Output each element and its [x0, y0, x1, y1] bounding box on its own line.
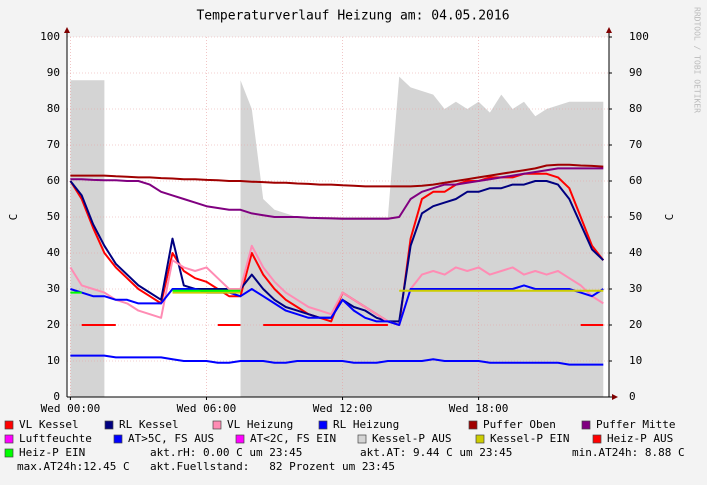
legend-label: AT>5C, FS AUS [128, 432, 214, 445]
y2-tick-label: 60 [629, 174, 642, 187]
line [70, 163, 604, 188]
legend-swatch [357, 434, 367, 444]
line [69, 244, 604, 326]
legend-swatch [235, 434, 245, 444]
plot [67, 36, 609, 398]
y-tick-label: 90 [47, 66, 60, 79]
y-tick-label: 10 [47, 354, 60, 367]
y2-tick-label: 20 [629, 318, 642, 331]
x-tick-label: Wed 00:00 [41, 402, 101, 415]
y-tick-label: 70 [47, 138, 60, 151]
legend-swatch [581, 420, 591, 430]
chart-title: Temperaturverlauf Heizung am: 04.05.2016 [196, 9, 509, 24]
y-tick-label: 40 [47, 246, 60, 259]
legend-swatch [475, 434, 485, 444]
footer-text: akt.Fuellstand: 82 Prozent um 23:45 [150, 460, 395, 473]
legend-label: AT<2C, FS EIN [250, 432, 336, 445]
legend-label: Kessel-P AUS [372, 432, 451, 445]
legend-swatch [318, 420, 328, 430]
footer-text: akt.AT: 9.44 C um 23:45 [360, 446, 512, 459]
y2-tick-label: 50 [629, 210, 642, 223]
legend-label: Puffer Mitte [596, 418, 675, 431]
footer-text: min.AT24h: 8.88 C [572, 446, 685, 459]
legend-label: Kessel-P EIN [490, 432, 569, 445]
legend-swatch [4, 448, 14, 458]
y-tick-label: 100 [40, 30, 60, 43]
legend-swatch [4, 434, 14, 444]
legend-swatch [4, 420, 14, 430]
y2-tick-label: 10 [629, 354, 642, 367]
y2-tick-label: 90 [629, 66, 642, 79]
y-tick-label: 20 [47, 318, 60, 331]
area [70, 76, 604, 397]
legend-swatch [113, 434, 123, 444]
y2-tick-label: 70 [629, 138, 642, 151]
y-tick-label: 30 [47, 282, 60, 295]
y-tick-label: 60 [47, 174, 60, 187]
y-tick-label: 0 [53, 390, 60, 403]
y2-tick-label: 30 [629, 282, 642, 295]
line [70, 167, 604, 220]
y2-tick-label: 80 [629, 102, 642, 115]
x-tick-label: Wed 12:00 [313, 402, 373, 415]
line [70, 289, 241, 294]
line [172, 289, 604, 294]
legend-label: Puffer Oben [483, 418, 556, 431]
axis-arrow [64, 27, 70, 33]
y-axis-label: C [7, 214, 20, 221]
legend-swatch [468, 420, 478, 430]
x-tick-label: Wed 06:00 [177, 402, 237, 415]
legend-label: Heiz-P AUS [607, 432, 673, 445]
footer-text: akt.rH: 0.00 C um 23:45 [150, 446, 302, 459]
x-tick-label: Wed 18:00 [449, 402, 509, 415]
footer-text: max.AT24h:12.45 C [17, 460, 130, 473]
y2-tick-label: 40 [629, 246, 642, 259]
legend-swatch [104, 420, 114, 430]
watermark: RRDTOOL / TOBI OETIKER [693, 7, 702, 113]
legend-label: VL Kessel [19, 418, 79, 431]
legend-swatch [592, 434, 602, 444]
legend-label: RL Kessel [119, 418, 179, 431]
y2-axis-label: C [663, 214, 676, 221]
y2-tick-label: 100 [629, 30, 649, 43]
legend-label: Heiz-P EIN [19, 446, 85, 459]
y-tick-label: 50 [47, 210, 60, 223]
line [70, 284, 604, 326]
legend-label: VL Heizung [227, 418, 293, 431]
axis-arrow [606, 27, 612, 33]
line [70, 354, 604, 366]
y2-tick-label: 0 [629, 390, 636, 403]
legend-label: RL Heizung [333, 418, 399, 431]
legend-swatch [212, 420, 222, 430]
y-tick-label: 80 [47, 102, 60, 115]
axis-arrow [612, 394, 618, 400]
legend-label: Luftfeuchte [19, 432, 92, 445]
